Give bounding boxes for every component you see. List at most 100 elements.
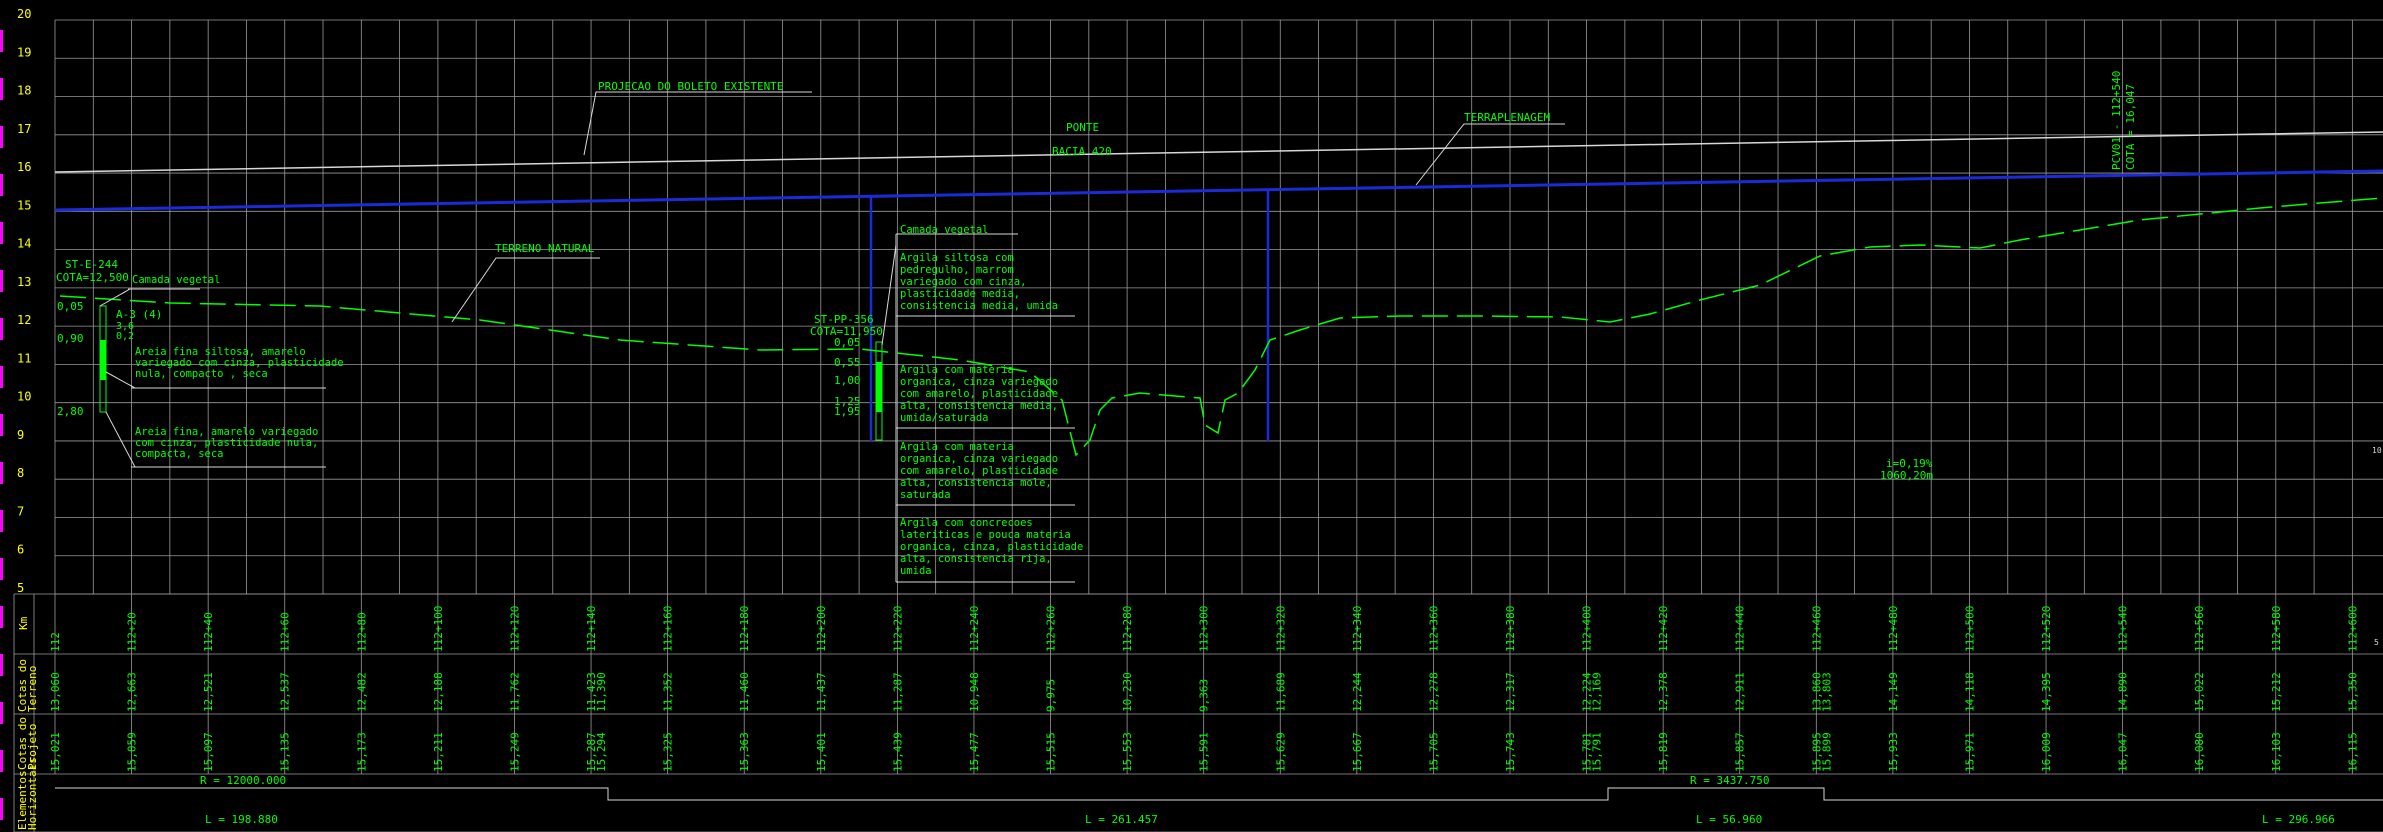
- project-elevation: 15,591: [1198, 732, 1211, 772]
- project-elevation: 15,325: [662, 732, 675, 772]
- borehole2-layer-text: consistencia media, umida: [900, 300, 1058, 312]
- terrain-elevation: 11,352: [662, 672, 675, 712]
- station-label: 112+400: [1581, 606, 1594, 652]
- existing-boleto-line: [54, 131, 2383, 173]
- station-label: 112+160: [662, 606, 675, 652]
- station-label: 112+440: [1734, 606, 1747, 652]
- edge-marker: [0, 798, 3, 820]
- length-3: L = 56.960: [1696, 813, 1762, 826]
- project-elevation: 15,667: [1351, 732, 1364, 772]
- project-elevation: 15,629: [1274, 732, 1287, 772]
- borehole2-depth: 0,05: [834, 336, 861, 349]
- station-label: 112+500: [1963, 606, 1976, 652]
- borehole2-leader: [881, 244, 897, 346]
- borehole2-layer-text: alta, consistencia rija,: [900, 553, 1052, 565]
- pcv-cota: COTA = 16,047: [2124, 84, 2137, 170]
- station-label: 112+140: [585, 606, 598, 652]
- elevation-label: 19: [17, 45, 31, 59]
- station-label: 112+100: [432, 606, 445, 652]
- station-label: 112+280: [1121, 606, 1134, 652]
- terrain-elevation-extra: 11,390: [595, 672, 608, 712]
- station-label: 112+60: [279, 612, 292, 652]
- terrain-elevation: 12,482: [355, 672, 368, 712]
- station-label: 112+220: [891, 606, 904, 652]
- project-elevation-extra: 15,899: [1820, 732, 1833, 772]
- project-elevation: 16,103: [2270, 732, 2283, 772]
- edge-marker: [0, 702, 3, 724]
- project-elevation: 15,781: [1581, 732, 1594, 772]
- station-label: 112+420: [1657, 606, 1670, 652]
- borehole2-depth: 1,25: [834, 395, 861, 408]
- station-label: 112+460: [1810, 606, 1823, 652]
- station-label: 112+240: [968, 606, 981, 652]
- borehole2-layer-text: variegado com cinza,: [900, 276, 1026, 288]
- edge-marker: [0, 78, 3, 100]
- profile-grid: [54, 19, 2383, 595]
- edge-marker: [0, 414, 3, 436]
- borehole1-layer-text: com cinza, plasticidade nula,: [135, 437, 318, 449]
- terrain-elevation: 13,060: [49, 672, 62, 712]
- borehole1-layer-text: nula, compacto , seca: [135, 368, 268, 380]
- elevation-label: 8: [17, 466, 24, 480]
- slope-label: i=0,19%: [1886, 457, 1933, 470]
- station-label: 112+480: [1887, 606, 1900, 652]
- terrain-elevation-extra: 12,169: [1591, 672, 1604, 712]
- terrain-elevation: 9,363: [1198, 679, 1211, 712]
- project-elevation: 15,895: [1810, 732, 1823, 772]
- terrain-elevation: 12,537: [279, 672, 292, 712]
- borehole2-layer-text: saturada: [900, 489, 951, 501]
- borehole2-depth: 1,00: [834, 374, 861, 387]
- borehole2-layer-text: Argila com concrecoes: [900, 517, 1033, 529]
- borehole2-layer-text: umida: [900, 565, 932, 577]
- borehole2-layer-text: lateriticas e pouca materia: [900, 529, 1071, 541]
- project-elevation: 15,857: [1734, 732, 1747, 772]
- project-elevation: 15,363: [738, 732, 751, 772]
- project-elevation: 15,515: [1045, 732, 1058, 772]
- borehole2-layer-text: Argila siltosa com: [900, 252, 1014, 264]
- terrain-elevation: 15,350: [2346, 672, 2359, 712]
- terrain-elevation: 13,860: [1810, 672, 1823, 712]
- projecao-leader: [583, 91, 812, 156]
- edge-marker: [0, 558, 3, 580]
- row-header-km: Km: [17, 616, 30, 630]
- terrain-elevation: 12,317: [1504, 672, 1517, 712]
- station-label: 112+320: [1274, 606, 1287, 652]
- length-4: L = 296.966: [2262, 813, 2335, 826]
- terrain-elevation: 11,287: [891, 672, 904, 712]
- station-label: 112+80: [355, 612, 368, 652]
- edge-marker: [0, 270, 3, 292]
- borehole1-depth-1: 0,05: [57, 300, 84, 313]
- borehole2-layer-text: alta, consistencia media,: [900, 400, 1058, 412]
- borehole1-leader: [105, 371, 136, 389]
- borehole-st-pp-356: ST-PP-356 COTA=11,950 0,05 0,55 1,00 1,251,…: [810, 224, 1083, 583]
- project-elevation: 16,009: [2040, 732, 2053, 772]
- project-elevation: 15,819: [1657, 732, 1670, 772]
- elevation-label: 20: [17, 7, 31, 21]
- project-elevation: 15,097: [202, 732, 215, 772]
- project-elevation: 15,933: [1887, 732, 1900, 772]
- edge-marker: [0, 510, 3, 532]
- edge-marker: [0, 126, 3, 148]
- edge-marker: [0, 462, 3, 484]
- borehole1-spt: A-3 (4): [116, 308, 162, 321]
- terrain-elevation: 15,022: [2193, 672, 2206, 712]
- terrain-elevation: 11,437: [815, 672, 828, 712]
- elevation-label: 15: [17, 198, 31, 212]
- projecao-label: PROJECAO DO BOLETO EXISTENTE: [598, 80, 783, 93]
- project-elevation: 15,059: [126, 732, 139, 772]
- project-elevation: 15,971: [1963, 732, 1976, 772]
- terrain-elevation: 10,948: [968, 672, 981, 712]
- borehole1-leader: [99, 288, 131, 307]
- terrain-elevation: 14,118: [1963, 672, 1976, 712]
- elevation-label: 18: [17, 84, 31, 98]
- curve1-radius: R = 12000.000: [200, 774, 286, 787]
- borehole-st-e-244: ST-E-244 COTA=12,500 0,05 0,90 2,80 A-3 …: [56, 258, 344, 468]
- terreno-natural-label: TERRENO NATURAL: [495, 242, 595, 255]
- elevation-label: 7: [17, 504, 24, 518]
- station-label: 112+560: [2193, 606, 2206, 652]
- borehole1-spt-val-2: 0,2: [116, 331, 134, 342]
- project-elevation: 16,047: [2117, 732, 2130, 772]
- borehole2-depth: 0,55: [834, 356, 861, 369]
- station-label: 112: [49, 632, 62, 652]
